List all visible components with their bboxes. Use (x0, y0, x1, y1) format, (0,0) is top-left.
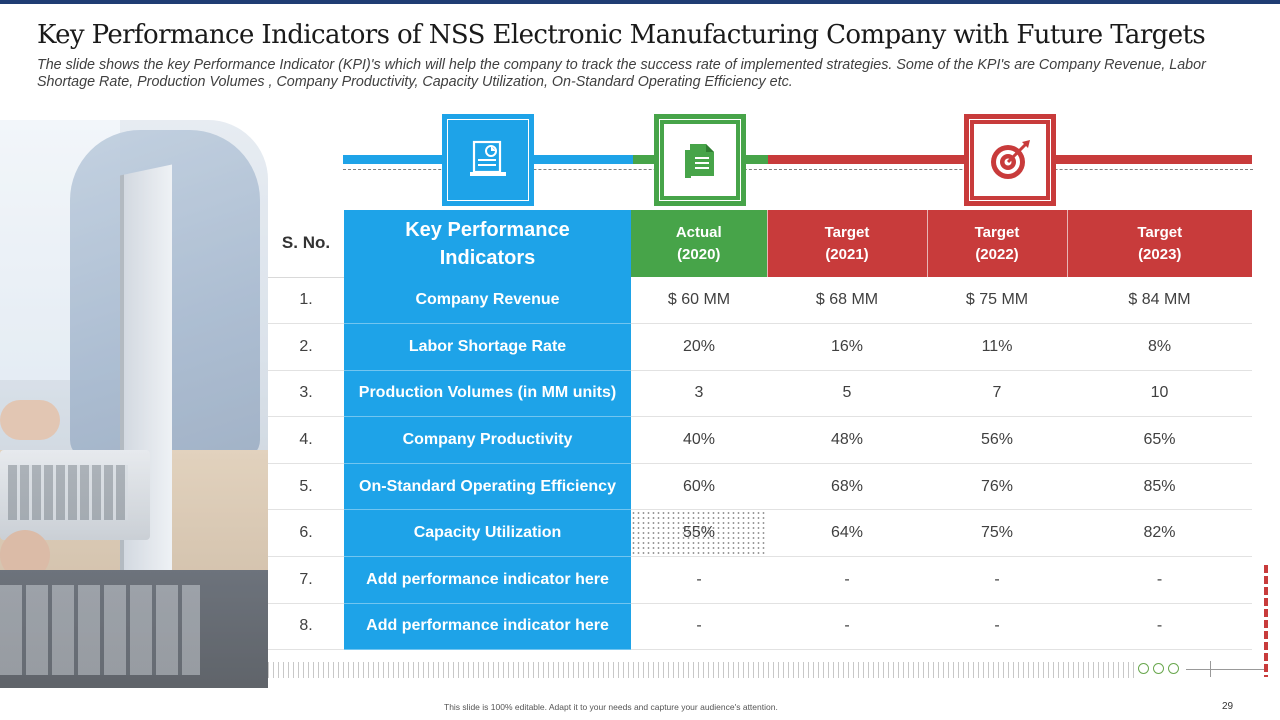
sno-cell: 6. (268, 509, 344, 558)
sno-header: S. No. (268, 210, 344, 278)
target-2021-header: Target (2021) (766, 210, 927, 277)
target-2021-cell: 64% (767, 509, 927, 558)
kpi-cell: Labor Shortage Rate (344, 323, 631, 371)
target-2022-cell: $ 75 MM (927, 277, 1067, 325)
target-2023-cell: 85% (1067, 463, 1252, 511)
kpi-cell: Add performance indicator here (344, 556, 631, 604)
kpi-cell: Company Revenue (344, 277, 631, 325)
target-2021-cell: $ 68 MM (767, 277, 927, 325)
sno-cell: 3. (268, 370, 344, 418)
actual-header-line2: (2020) (677, 245, 721, 263)
target-2022-cell: - (927, 556, 1067, 604)
target-2023-cell: - (1067, 556, 1252, 604)
target-2023-cell: 8% (1067, 323, 1252, 371)
sno-cell: 5. (268, 463, 344, 511)
decorative-line (1186, 669, 1266, 670)
target-2022-cell: - (927, 603, 1067, 651)
target-2023-cell: $ 84 MM (1067, 277, 1252, 325)
top-accent-bar (0, 0, 1280, 4)
actual-cell: $ 60 MM (631, 277, 767, 325)
target-2021-cell: 5 (767, 370, 927, 418)
decorative-circles (1138, 663, 1179, 674)
t2022-header-line2: (2022) (975, 245, 1019, 263)
kpi-icon-box (442, 114, 534, 206)
file-document-icon (685, 144, 714, 178)
target-2021-cell: - (767, 603, 927, 651)
decorative-tick (1210, 661, 1211, 677)
target-2023-cell: 10 (1067, 370, 1252, 418)
footer-note: This slide is 100% editable. Adapt it to… (444, 702, 778, 712)
actual-cell: 55% (631, 509, 767, 558)
sno-cell: 2. (268, 323, 344, 371)
slide-subtitle: The slide shows the key Performance Indi… (37, 57, 1206, 90)
table-row: 2. Labor Shortage Rate 20% 16% 11% 8% (268, 323, 1252, 371)
actual-cell: - (631, 603, 767, 651)
circle-icon (1138, 663, 1149, 674)
table-row: 8. Add performance indicator here - - - … (268, 603, 1252, 651)
table-row: 5. On-Standard Operating Efficiency 60% … (268, 463, 1252, 511)
page-number: 29 (1222, 701, 1234, 712)
kpi-header-line2: Indicators (439, 246, 536, 269)
actual-cell: 3 (631, 370, 767, 418)
actual-cell: 60% (631, 463, 767, 511)
target-2023-cell: - (1067, 603, 1252, 651)
actual-cell: 20% (631, 323, 767, 371)
t2023-header-line1: Target (1137, 223, 1183, 241)
target-2023-cell: 65% (1067, 416, 1252, 464)
target-2023-header: Target (2023) (1066, 210, 1252, 277)
table-row: 1. Company Revenue $ 60 MM $ 68 MM $ 75 … (268, 277, 1252, 325)
target-2023-cell: 82% (1067, 509, 1252, 558)
kpi-cell: Add performance indicator here (344, 603, 631, 651)
decorative-hatch-strip (268, 662, 1138, 678)
actual-cell: 40% (631, 416, 767, 464)
decorative-side-bars (1264, 565, 1268, 677)
kpi-table: S. No. Key Performance Indicators Actual… (268, 210, 1252, 651)
kpi-header-line1: Key Performance (405, 218, 570, 241)
t2023-header-line2: (2023) (1138, 245, 1182, 263)
table-row: 6. Capacity Utilization 55% 64% 75% 82% (268, 509, 1252, 558)
circle-icon (1168, 663, 1179, 674)
office-laptop-photo (0, 120, 268, 688)
target-2021-cell: 48% (767, 416, 927, 464)
target-2022-cell: 56% (927, 416, 1067, 464)
table-row: 3. Production Volumes (in MM units) 3 5 … (268, 370, 1252, 418)
table-row: 7. Add performance indicator here - - - … (268, 556, 1252, 604)
actual-cell: - (631, 556, 767, 604)
circle-icon (1153, 663, 1164, 674)
target-2022-cell: 7 (927, 370, 1067, 418)
kpi-cell: Production Volumes (in MM units) (344, 370, 631, 418)
target-2021-cell: 16% (767, 323, 927, 371)
kpi-cell: On-Standard Operating Efficiency (344, 463, 631, 511)
target-2022-cell: 75% (927, 509, 1067, 558)
kpi-header: Key Performance Indicators (344, 210, 631, 277)
table-header-row: S. No. Key Performance Indicators Actual… (268, 210, 1252, 278)
target-2021-cell: 68% (767, 463, 927, 511)
sno-cell: 4. (268, 416, 344, 464)
report-document-icon (470, 140, 506, 176)
slide-title: Key Performance Indicators of NSS Electr… (37, 20, 1206, 50)
actual-icon-box (654, 114, 746, 206)
target-2022-cell: 11% (927, 323, 1067, 371)
dashed-divider (343, 169, 1253, 170)
target-icon-box (964, 114, 1056, 206)
actual-header-line1: Actual (675, 223, 722, 241)
kpi-cell: Capacity Utilization (344, 509, 631, 558)
target-2022-cell: 76% (927, 463, 1067, 511)
sno-cell: 8. (268, 603, 344, 651)
actual-2020-header: Actual (2020) (631, 210, 767, 277)
table-row: 4. Company Productivity 40% 48% 56% 65% (268, 416, 1252, 464)
t2022-header-line1: Target (974, 223, 1020, 241)
kpi-cell: Company Productivity (344, 416, 631, 464)
t2021-header-line2: (2021) (825, 245, 869, 263)
sno-cell: 7. (268, 556, 344, 604)
t2021-header-line1: Target (824, 223, 870, 241)
target-2021-cell: - (767, 556, 927, 604)
sno-cell: 1. (268, 277, 344, 325)
target-dart-icon (991, 140, 1030, 179)
target-2022-header: Target (2022) (926, 210, 1067, 277)
